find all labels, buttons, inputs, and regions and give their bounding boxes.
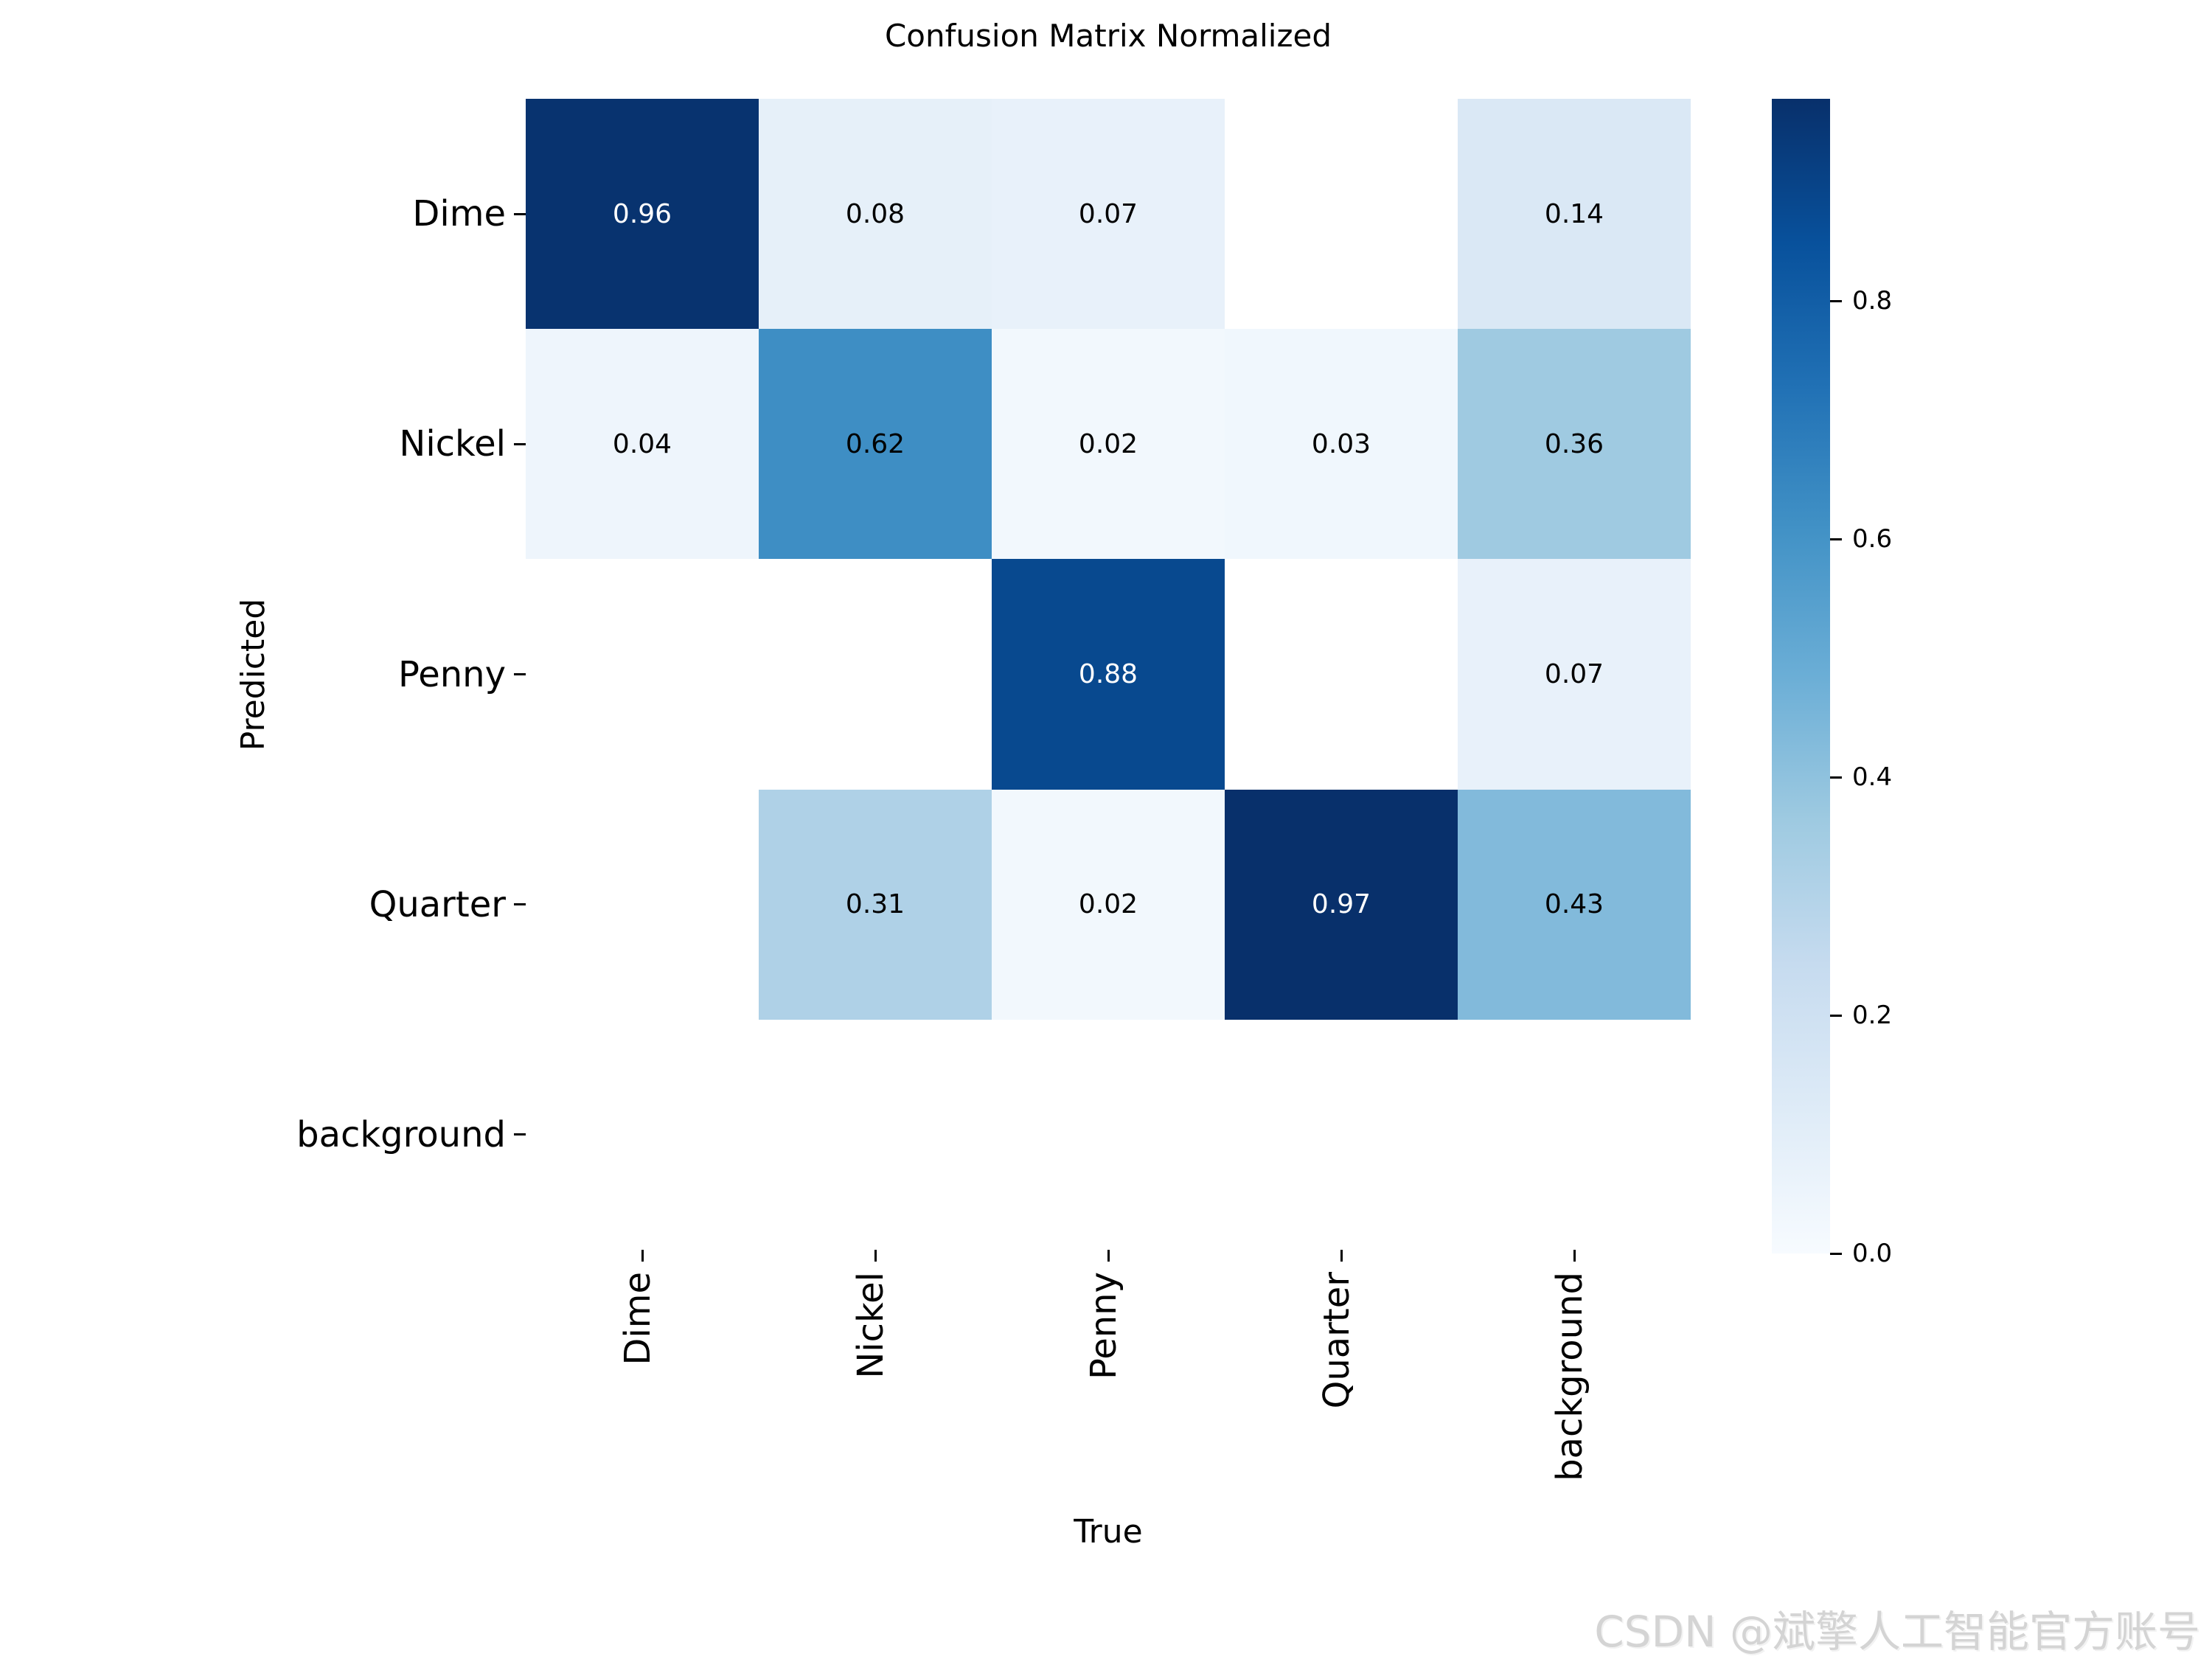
colorbar-tick-label: 0.2 <box>1852 1001 1893 1031</box>
y-tick <box>514 212 526 215</box>
y-tick <box>514 903 526 906</box>
heatmap-cell <box>1458 1019 1691 1250</box>
colorbar-tick-label: 0.8 <box>1852 286 1893 316</box>
x-tick-label: Dime <box>617 1272 658 1366</box>
y-tick-label: Nickel <box>399 423 506 465</box>
heatmap-cell: 0.08 <box>759 99 992 330</box>
y-tick <box>514 673 526 675</box>
x-tick-label: Nickel <box>850 1272 891 1379</box>
heatmap-cell <box>759 1019 992 1250</box>
x-tick-label: Quarter <box>1316 1272 1357 1409</box>
heatmap-cell: 0.07 <box>1458 559 1691 790</box>
colorbar <box>1772 99 1830 1253</box>
heatmap-cell: 0.43 <box>1458 789 1691 1020</box>
heatmap-cell: 0.07 <box>992 99 1225 330</box>
heatmap-cell: 0.02 <box>992 789 1225 1020</box>
x-tick-label: Penny <box>1083 1272 1124 1380</box>
colorbar-tick <box>1830 299 1842 302</box>
heatmap-cell: 0.97 <box>1225 789 1458 1020</box>
heatmap-cell: 0.04 <box>526 329 759 560</box>
heatmap-cell: 0.88 <box>992 559 1225 790</box>
heatmap-cell <box>526 1019 759 1250</box>
heatmap-grid: 0.96 0.08 0.07 0.14 0.04 0.62 0.02 0.03 0.36 0.88… <box>526 99 1691 1250</box>
heatmap-cell <box>1225 1019 1458 1250</box>
heatmap-cell: 0.62 <box>759 329 992 560</box>
heatmap-cell: 0.96 <box>526 99 759 330</box>
x-axis-label: True <box>1074 1513 1143 1551</box>
heatmap-cell <box>526 789 759 1020</box>
y-tick-label: Quarter <box>369 883 506 925</box>
colorbar-tick-label: 0.6 <box>1852 524 1893 554</box>
heatmap-cell: 0.31 <box>759 789 992 1020</box>
colorbar-tick-label: 0.4 <box>1852 762 1893 793</box>
x-tick <box>1107 1250 1110 1262</box>
colorbar-tick <box>1830 776 1842 779</box>
y-tick-label: Dime <box>412 193 506 235</box>
x-tick <box>874 1250 877 1262</box>
heatmap-cell <box>992 1019 1225 1250</box>
watermark: CSDN @斌擎人工智能官方账号 <box>1594 1607 2200 1657</box>
colorbar-tick-label: 0.0 <box>1852 1239 1893 1268</box>
heatmap-cell: 0.03 <box>1225 329 1458 560</box>
y-axis-label: Predicted <box>234 598 272 751</box>
heatmap-cell <box>1225 99 1458 330</box>
colorbar-tick <box>1830 538 1842 540</box>
heatmap-cell: 0.36 <box>1458 329 1691 560</box>
heatmap-cell <box>759 559 992 790</box>
y-tick <box>514 442 526 445</box>
x-tick <box>1340 1250 1343 1262</box>
y-tick-label: Penny <box>397 653 506 695</box>
heatmap-cell: 0.14 <box>1458 99 1691 330</box>
y-tick-label: background <box>296 1113 506 1155</box>
colorbar-tick <box>1830 1252 1842 1255</box>
heatmap-cell <box>526 559 759 790</box>
y-tick <box>514 1133 526 1136</box>
colorbar-tick <box>1830 1014 1842 1017</box>
x-tick-label: background <box>1549 1272 1590 1481</box>
x-tick <box>641 1250 644 1262</box>
heatmap-cell: 0.02 <box>992 329 1225 560</box>
x-tick <box>1573 1250 1576 1262</box>
chart-title: Confusion Matrix Normalized <box>884 18 1332 54</box>
heatmap-cell <box>1225 559 1458 790</box>
